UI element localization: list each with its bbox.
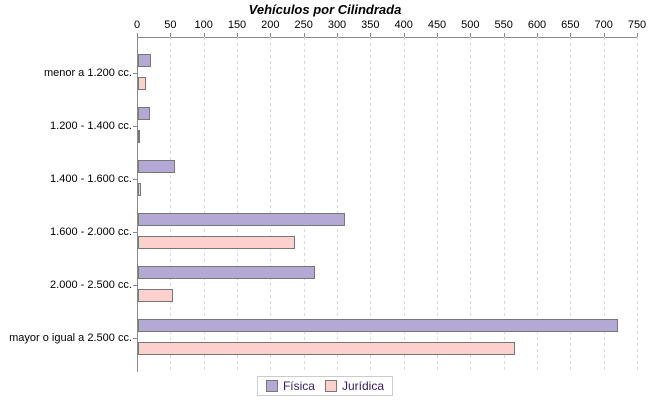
gridline <box>270 37 272 372</box>
gridline <box>237 37 238 372</box>
legend-label-fisica: Física <box>282 379 315 393</box>
x-axis-tick-label: 650 <box>561 19 580 31</box>
gridline <box>503 37 505 372</box>
gridline <box>203 37 205 372</box>
x-axis-line <box>137 37 637 38</box>
x-axis-tick-label: 750 <box>627 19 647 31</box>
bar-física-1 <box>138 107 150 120</box>
bar-física-4 <box>138 266 315 279</box>
x-axis-tick <box>537 33 538 37</box>
gridline <box>637 37 638 372</box>
x-axis-tick <box>170 33 172 37</box>
x-axis-tick <box>603 33 605 37</box>
gridline <box>170 37 172 372</box>
bar-jurídica-2 <box>138 183 141 196</box>
gridline <box>537 37 538 372</box>
x-axis-tick <box>403 33 405 37</box>
bar-jurídica-5 <box>138 342 515 355</box>
bar-física-5 <box>138 319 618 332</box>
gridline <box>303 37 305 372</box>
y-axis-tick <box>133 178 137 180</box>
x-axis-tick-label: 200 <box>261 19 280 31</box>
x-axis-tick <box>570 33 572 37</box>
category-label: mayor o igual a 2.500 cc. <box>9 331 132 344</box>
x-axis-tick <box>203 33 205 37</box>
x-axis-tick <box>637 33 638 37</box>
gridline <box>470 37 472 372</box>
bar-física-2 <box>138 160 175 173</box>
gridline <box>370 37 372 372</box>
bar-física-3 <box>138 213 345 226</box>
x-axis-tick <box>370 33 372 37</box>
category-label: 1.600 - 2.000 cc. <box>50 225 132 238</box>
x-axis-tick <box>503 33 505 37</box>
x-axis-tick-label: 350 <box>361 19 380 31</box>
bar-jurídica-1 <box>138 130 140 143</box>
x-axis-tick <box>270 33 272 37</box>
juridica-color-swatch <box>324 380 337 392</box>
x-axis-tick-label: 700 <box>594 19 613 31</box>
gridline <box>403 37 405 372</box>
x-axis-tick-label: 600 <box>527 19 547 31</box>
x-axis-tick-label: 500 <box>461 19 480 31</box>
category-label: 2.000 - 2.500 cc. <box>50 278 132 291</box>
x-axis-tick-label: 150 <box>227 19 247 31</box>
y-axis-tick <box>133 72 137 74</box>
gridline <box>437 37 438 372</box>
legend-label-juridica: Jurídica <box>341 379 385 393</box>
legend-item-juridica: Jurídica <box>324 379 385 393</box>
bar-jurídica-0 <box>138 77 146 90</box>
gridline <box>337 37 338 372</box>
y-axis-tick <box>133 284 137 286</box>
x-axis-tick <box>470 33 472 37</box>
x-axis-tick <box>237 33 238 37</box>
y-axis-tick <box>133 337 137 339</box>
category-label: 1.200 - 1.400 cc. <box>50 119 132 132</box>
x-axis-tick-label: 450 <box>427 19 447 31</box>
y-axis-tick <box>133 125 137 127</box>
bar-jurídica-4 <box>138 289 173 302</box>
x-axis-tick-label: 300 <box>327 19 347 31</box>
x-axis-tick-label: 250 <box>294 19 313 31</box>
gridline <box>570 37 572 372</box>
category-label: 1.400 - 1.600 cc. <box>50 172 132 185</box>
gridline <box>603 37 605 372</box>
x-axis-tick <box>337 33 338 37</box>
chart-legend: Física Jurídica <box>256 376 394 396</box>
x-axis-tick-label: 50 <box>164 19 177 31</box>
x-axis-tick <box>137 33 138 37</box>
chart-title: Vehículos por Cilindrada <box>248 2 402 17</box>
y-axis-tick <box>133 231 137 233</box>
x-axis-tick <box>303 33 305 37</box>
x-axis-tick-label: 550 <box>494 19 513 31</box>
x-axis-tick-label: 0 <box>133 19 141 31</box>
x-axis-tick-label: 400 <box>394 19 413 31</box>
legend-item-fisica: Física <box>265 379 315 393</box>
category-label: menor a 1.200 cc. <box>43 66 132 79</box>
bar-física-0 <box>138 54 151 67</box>
x-axis-tick <box>437 33 438 37</box>
y-axis-line <box>137 37 138 372</box>
bar-jurídica-3 <box>138 236 295 249</box>
fisica-color-swatch <box>265 380 278 392</box>
x-axis-tick-label: 100 <box>194 19 213 31</box>
